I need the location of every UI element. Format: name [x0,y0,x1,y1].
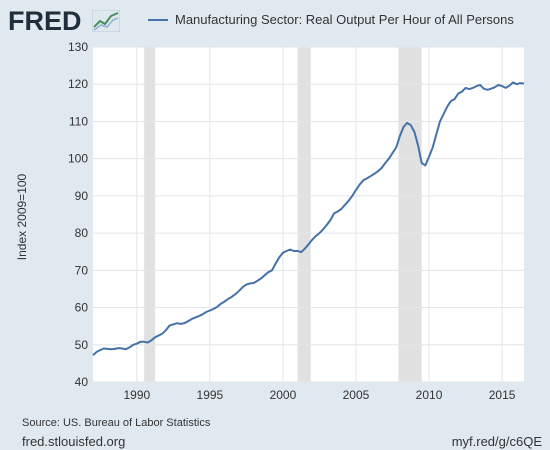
y-tick-label: 80 [75,226,89,240]
recession-band [144,47,156,382]
series-line [92,81,525,356]
y-tick-label: 40 [75,375,89,389]
source-note: Source: US. Bureau of Labor Statistics [22,417,211,429]
recession-band [398,47,422,382]
short-link[interactable]: myf.red/g/c6QE [451,434,542,449]
y-tick-label: 130 [68,40,88,54]
chart-legend: Manufacturing Sector: Real Output Per Ho… [148,12,514,27]
y-axis-label: Index 2009=100 [15,173,29,260]
legend-series-label: Manufacturing Sector: Real Output Per Ho… [175,12,514,27]
y-tick-label: 60 [75,301,89,315]
x-tick-label: 2010 [416,388,443,402]
recession-band [297,47,311,382]
site-link[interactable]: fred.stlouisfed.org [22,434,126,449]
y-tick-label: 120 [68,77,88,91]
y-tick-label: 90 [75,189,89,203]
plot-area: 40 50 60 70 80 90 100 110 120 130 1990 1995 2000 2005… [68,40,525,402]
fred-logo-text: FRED [8,6,82,36]
fred-logo[interactable]: FRED [8,6,128,40]
y-tick-label: 110 [69,114,88,128]
y-tick-label: 70 [75,263,89,277]
x-tick-label: 1995 [197,388,224,402]
x-tick-label: 2005 [343,388,370,402]
x-tick-label: 1990 [123,388,150,402]
x-tick-label: 2015 [489,388,516,402]
y-tick-label: 50 [75,338,89,352]
y-tick-label: 100 [68,152,88,166]
legend-swatch [148,18,168,21]
trend-chart-icon [92,10,120,32]
x-tick-label: 2000 [270,388,297,402]
